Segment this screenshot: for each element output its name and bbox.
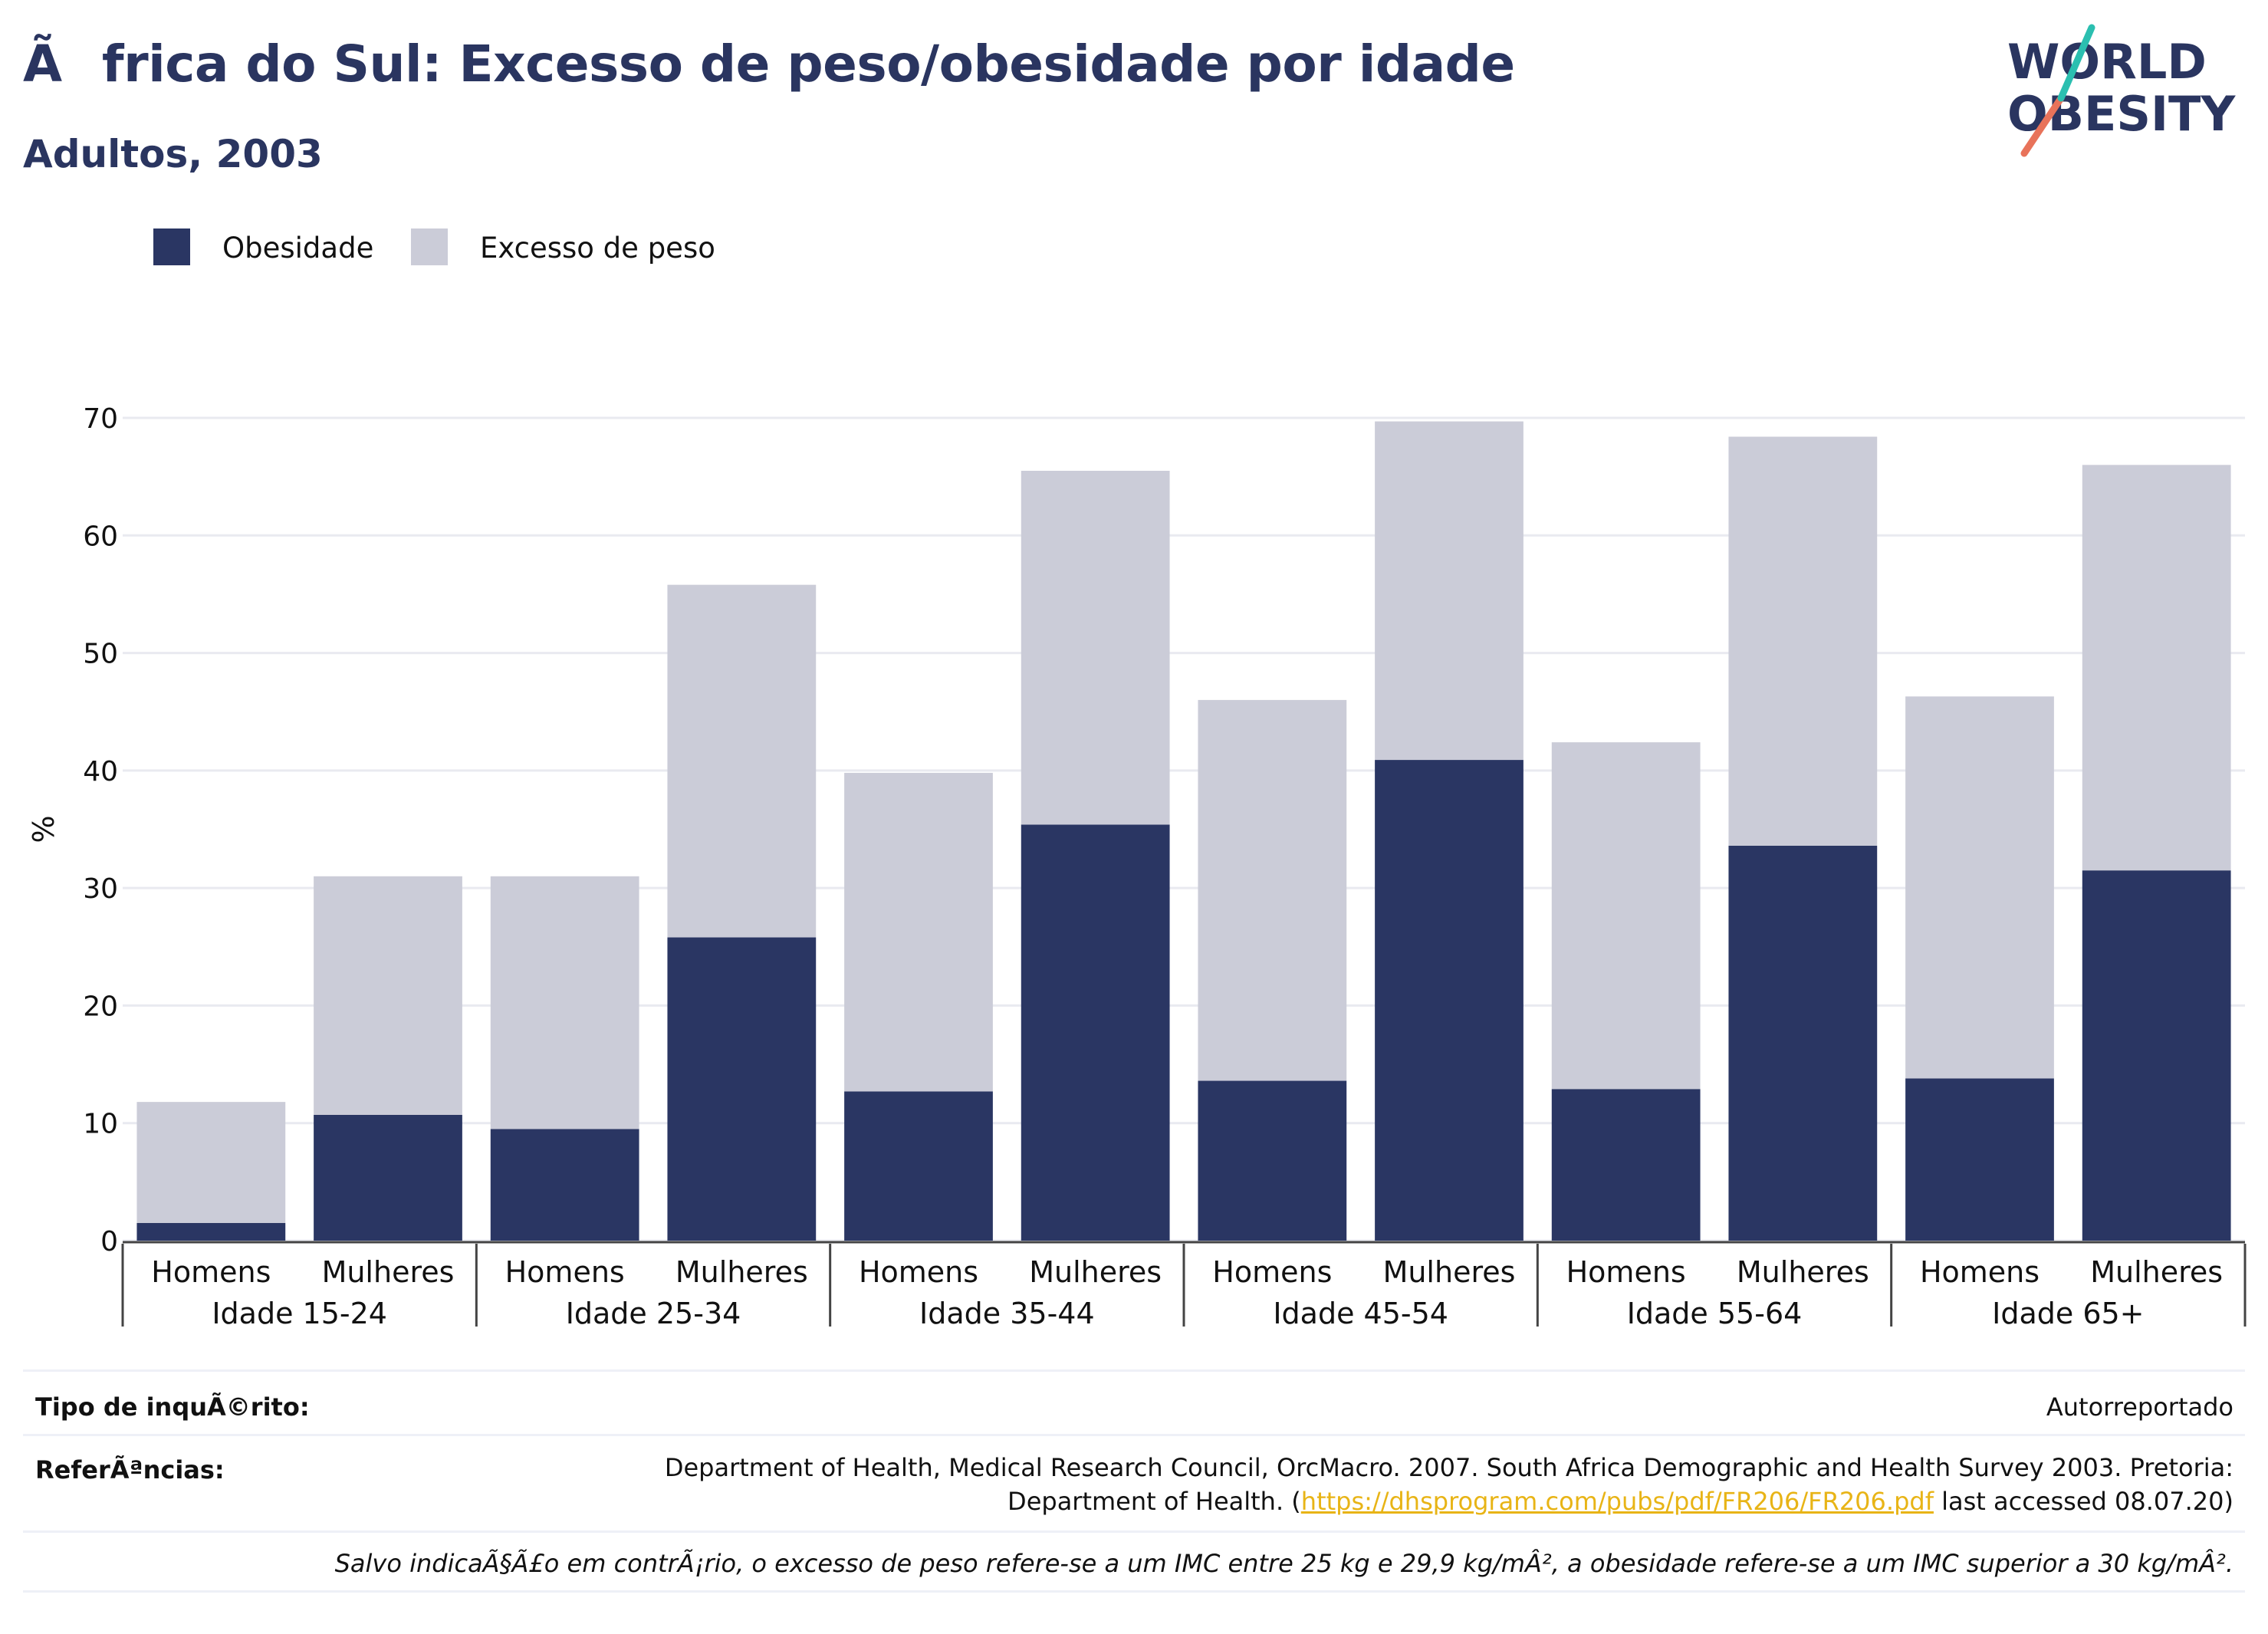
x-category-label: Homens [1212,1255,1332,1289]
legend-label-excesso: Excesso de peso [480,232,715,265]
y-tick-label: 70 [83,403,118,435]
bar-obesidade [1198,1080,1347,1241]
x-category-label: Mulheres [1737,1255,1869,1289]
x-group-label: Idade 55-64 [1627,1297,1803,1330]
bar-excesso-de-peso [1198,699,1347,1081]
logo-text-obesity: OBESITY [2007,86,2236,142]
bar-obesidade [1551,1089,1701,1241]
y-tick-label: 30 [83,873,118,905]
references-line-2: Department of Health. ( [1007,1487,1301,1516]
chart-title: Ãfrica do Sul: Excesso de peso/obesidad… [23,35,1515,94]
bar-excesso-de-peso [1021,470,1170,825]
bar-obesidade [2082,870,2231,1241]
references-text: Department of Health, Medical Research C… [623,1451,2233,1518]
bar-excesso-de-peso [844,772,993,1092]
x-category-label: Homens [859,1255,978,1289]
footer-divider [23,1434,2245,1436]
bar-excesso-de-peso [314,876,462,1115]
bar-obesidade [667,937,817,1241]
footer-divider [23,1590,2245,1593]
stacked-bar-chart: 0 10 20 30 40 50 60 70% Homens Mulheres Idade 15-2… [27,403,2247,1330]
legend-label-obesidade: Obesidade [222,232,374,265]
footer-divider [23,1530,2245,1533]
y-tick-label: 20 [83,991,118,1022]
x-group-label: Idade 45-54 [1273,1297,1448,1330]
footer-divider [23,1369,2245,1372]
bar-obesidade [490,1129,639,1241]
references-line-3: last accessed 08.07.20) [1933,1487,2233,1516]
bar-obesidade [1905,1078,2054,1241]
x-group-label: Idade 65+ [1992,1297,2144,1330]
logo-text-world: WORLD [2007,34,2207,90]
bar-excesso-de-peso [667,584,817,938]
logo-slash-orange [2020,94,2065,157]
x-group-label: Idade 35-44 [919,1297,1095,1330]
x-group-label: Idade 25-34 [566,1297,741,1330]
y-tick-label: 10 [83,1109,118,1140]
bar-obesidade [314,1114,462,1241]
y-axis-label: % [27,815,61,843]
y-tick-label: 0 [100,1226,118,1258]
bar-excesso-de-peso [136,1102,286,1224]
x-category-label: Homens [151,1255,271,1289]
x-category-label: Homens [1920,1255,2040,1289]
logo-slash-teal [2057,24,2095,102]
bar-excesso-de-peso [1905,696,2054,1079]
x-category-label: Mulheres [1029,1255,1162,1289]
x-group-label: Idade 15-24 [212,1297,387,1330]
survey-type-value: Autorreportado [2046,1392,2233,1422]
bar-obesidade [1021,824,1170,1241]
bar-excesso-de-peso [1551,742,1701,1090]
bar-obesidade [136,1223,286,1241]
y-tick-label: 40 [83,756,118,787]
references-link[interactable]: https://dhsprogram.com/pubs/pdf/FR206/FR… [1300,1487,1934,1516]
chart-subtitle: Adultos, 2003 [23,132,323,176]
world-obesity-logo: WORLD OBESITY [2007,24,2236,157]
x-category-label: Mulheres [675,1255,808,1289]
bar-excesso-de-peso [1375,421,1524,761]
x-category-label: Homens [1566,1255,1686,1289]
survey-type-label: Tipo de inquÃ©rito: [35,1392,310,1422]
bar-excesso-de-peso [1728,436,1878,846]
y-tick-label: 60 [83,521,118,552]
legend-swatch-excesso [411,228,448,265]
y-tick-label: 50 [83,639,118,670]
x-category-label: Mulheres [1383,1255,1516,1289]
bar-excesso-de-peso [2082,465,2231,871]
bar-obesidade [1375,760,1524,1241]
legend-swatch-obesidade [153,228,190,265]
references-line-1: Department of Health, Medical Research C… [664,1453,2233,1482]
x-category-label: Mulheres [2090,1255,2223,1289]
bar-excesso-de-peso [490,876,639,1129]
x-category-label: Mulheres [322,1255,455,1289]
references-label: ReferÃªncias: [35,1455,225,1484]
footnote: Salvo indicaÃ§Ã£o em contrÃ¡rio, o exces… [334,1549,2233,1578]
bar-obesidade [1728,845,1878,1241]
bar-obesidade [844,1091,993,1241]
x-category-label: Homens [505,1255,625,1289]
